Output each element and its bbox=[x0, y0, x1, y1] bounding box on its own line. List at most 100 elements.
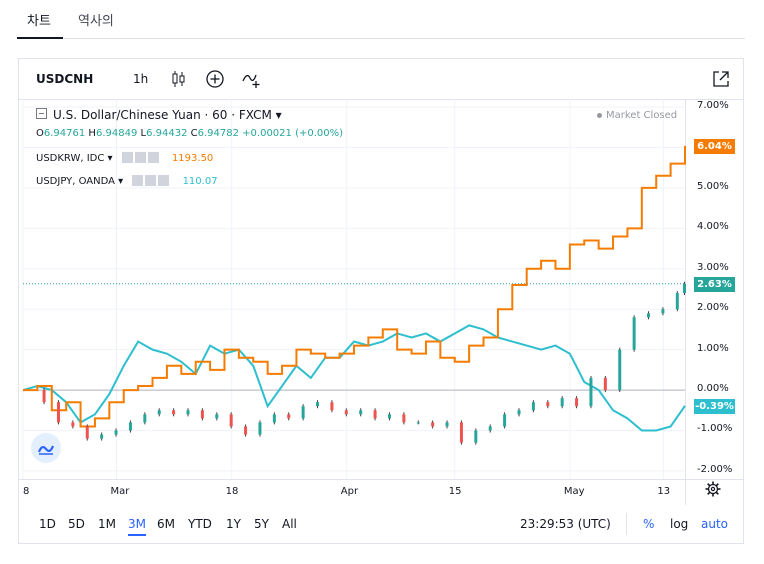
x-tick-label: Mar bbox=[110, 486, 130, 497]
candle-body bbox=[100, 434, 104, 439]
eye-icon[interactable] bbox=[121, 152, 133, 163]
range-1y-button[interactable]: 1Y bbox=[226, 517, 241, 531]
range-6m-button[interactable]: 6M bbox=[157, 517, 175, 531]
candle-body bbox=[431, 422, 435, 427]
log-toggle[interactable]: log bbox=[670, 517, 689, 531]
chevron-down-icon[interactable]: ▾ bbox=[114, 175, 124, 187]
candle-body bbox=[632, 317, 636, 350]
compare-row-usdkrw[interactable]: USDKRW, IDC ▾ 1193.50 bbox=[36, 152, 213, 164]
candle-body bbox=[488, 426, 492, 431]
y-tick-label: 5.00% bbox=[697, 180, 729, 192]
candle-body bbox=[402, 414, 406, 423]
candle-body bbox=[675, 293, 679, 310]
candle-body bbox=[546, 402, 550, 407]
series-line-usdjpy bbox=[22, 324, 686, 432]
candle-body bbox=[157, 410, 161, 415]
status-dot-icon bbox=[597, 112, 602, 118]
range-5d-button[interactable]: 5D bbox=[68, 517, 85, 531]
interval-button[interactable]: 1h bbox=[133, 72, 149, 86]
candle-body bbox=[114, 430, 118, 435]
change-value: +0.00021 (+0.00%) bbox=[242, 128, 344, 139]
ohlc-values: O6.94761 H6.94849 L6.94432 C6.94782 +0.0… bbox=[36, 128, 344, 139]
x-tick-label: 15 bbox=[448, 486, 462, 497]
candle-body bbox=[647, 313, 651, 318]
compare-value: 1193.50 bbox=[171, 152, 214, 164]
clock[interactable]: 23:29:53 (UTC) bbox=[520, 517, 611, 531]
chevron-down-icon[interactable]: ▾ bbox=[271, 108, 282, 122]
settings-icon[interactable] bbox=[134, 152, 146, 163]
chevron-down-icon[interactable]: ▾ bbox=[104, 152, 113, 164]
candle-body bbox=[71, 422, 75, 427]
candle-body bbox=[459, 422, 463, 443]
candle-body bbox=[618, 349, 622, 391]
tab-history[interactable]: 역사의 bbox=[78, 14, 114, 29]
y-tick-label: 1.00% bbox=[697, 342, 729, 354]
candle-body bbox=[575, 398, 579, 407]
candle-body bbox=[330, 402, 334, 411]
x-tick-label: 8 bbox=[23, 486, 30, 497]
range-5y-button[interactable]: 5Y bbox=[254, 517, 269, 531]
candle-body bbox=[128, 422, 132, 431]
y-tick-label: -2.00% bbox=[697, 463, 733, 475]
price-badge: 2.63% bbox=[694, 276, 735, 292]
range-1m-button[interactable]: 1M bbox=[98, 517, 116, 531]
market-status: Market Closed bbox=[597, 110, 677, 121]
legend-title[interactable]: U.S. Dollar/Chinese Yuan · 60 · FXCM ▾ bbox=[36, 108, 282, 122]
settings-icon[interactable] bbox=[145, 175, 157, 186]
range-all-button[interactable]: All bbox=[282, 517, 297, 531]
candle-body bbox=[215, 414, 219, 419]
page-tab-bar: 차트 역사의 bbox=[17, 0, 745, 39]
gear-icon[interactable] bbox=[705, 481, 721, 497]
auto-toggle[interactable]: auto bbox=[701, 517, 729, 531]
compare-label: USDKRW, IDC bbox=[36, 152, 105, 164]
price-badge: 6.04% bbox=[694, 138, 735, 154]
candle-body bbox=[301, 406, 305, 419]
candle-body bbox=[359, 410, 363, 415]
candle-body bbox=[172, 410, 176, 415]
x-tick-label: 18 bbox=[225, 486, 239, 497]
add-compare-icon[interactable] bbox=[205, 69, 225, 89]
candle-body bbox=[661, 309, 665, 314]
price-chart[interactable] bbox=[19, 99, 743, 505]
candle-body bbox=[503, 414, 507, 427]
eye-icon[interactable] bbox=[132, 175, 144, 186]
compare-row-usdjpy[interactable]: USDJPY, OANDA ▾ 110.07 bbox=[36, 175, 218, 187]
close-value: 6.94782 bbox=[197, 128, 239, 139]
indicators-icon[interactable] bbox=[241, 69, 261, 89]
close-icon[interactable] bbox=[158, 175, 170, 186]
range-1d-button[interactable]: 1D bbox=[39, 517, 56, 531]
candle-body bbox=[517, 410, 521, 415]
candle-body bbox=[416, 422, 420, 424]
y-tick-label: 0.00% bbox=[697, 383, 729, 395]
y-tick-label: 2.00% bbox=[697, 302, 729, 314]
chart-widget: USDCNH 1h U.S. Dollar/Chinese Yuan · 60 … bbox=[18, 58, 744, 544]
tab-chart[interactable]: 차트 bbox=[17, 10, 63, 39]
symbol-search[interactable]: USDCNH bbox=[36, 72, 94, 86]
candle-body bbox=[683, 283, 686, 294]
candle-body bbox=[589, 377, 593, 407]
candle-body bbox=[603, 377, 607, 391]
range-ytd-button[interactable]: YTD bbox=[188, 517, 212, 531]
bottom-toolbar: 1D 5D 1M 3M 6M YTD 1Y 5Y All 23:29:53 (UTC) % lo… bbox=[19, 505, 743, 543]
candle-body bbox=[229, 414, 233, 427]
candle-body bbox=[474, 430, 478, 443]
open-value: 6.94761 bbox=[43, 128, 86, 139]
y-tick-label: -1.00% bbox=[697, 423, 733, 435]
candle-body bbox=[373, 410, 377, 419]
candle-body bbox=[244, 426, 248, 435]
price-badge: -0.39% bbox=[694, 398, 735, 414]
candle-body bbox=[560, 398, 564, 407]
candle-body bbox=[56, 402, 60, 423]
logo-icon[interactable] bbox=[31, 433, 61, 463]
percent-toggle[interactable]: % bbox=[643, 517, 655, 531]
x-tick-label: Apr bbox=[340, 486, 359, 497]
collapse-legend-icon[interactable] bbox=[36, 108, 47, 119]
candles-icon[interactable] bbox=[169, 69, 189, 89]
high-value: 6.94849 bbox=[95, 128, 138, 139]
series-line-usdkrw bbox=[23, 145, 686, 428]
symbol-description: U.S. Dollar/Chinese Yuan · 60 · FXCM bbox=[53, 108, 272, 122]
popout-icon[interactable] bbox=[711, 69, 731, 89]
x-tick-label: May bbox=[563, 486, 585, 497]
range-3m-button[interactable]: 3M bbox=[128, 517, 146, 536]
close-icon[interactable] bbox=[147, 152, 159, 163]
